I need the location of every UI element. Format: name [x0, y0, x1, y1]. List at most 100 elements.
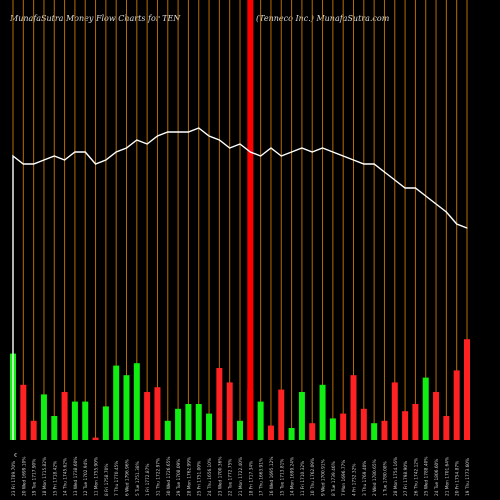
line-point	[208, 135, 210, 137]
line-point	[53, 155, 55, 157]
bar	[206, 413, 213, 440]
bar	[340, 413, 347, 440]
x-tick-label: 2 Wed 1780.65%	[372, 459, 378, 496]
x-tick-label: 21 Mon 1701.64%	[444, 457, 450, 496]
line-point	[84, 151, 86, 153]
line-point	[342, 155, 344, 157]
line-point	[177, 131, 179, 133]
line-point	[239, 143, 241, 145]
bar	[391, 382, 398, 440]
x-tick-label: 23 Fri 1789.70%	[11, 461, 17, 496]
bar	[433, 392, 440, 440]
bar	[278, 389, 285, 440]
x-tick-label: 24 Thu 1656.10%	[207, 458, 213, 496]
bar	[175, 408, 182, 440]
x-tick-label: 17 Thu 1663.91%	[259, 458, 265, 496]
bar	[61, 392, 68, 440]
line-point	[249, 151, 251, 153]
line-point	[435, 203, 437, 205]
bar	[350, 375, 357, 440]
bar	[381, 420, 388, 440]
bar	[443, 416, 450, 440]
bar	[226, 382, 233, 440]
bar	[412, 404, 419, 440]
bar	[154, 387, 161, 440]
line-point	[33, 163, 35, 165]
line-point	[301, 147, 303, 149]
x-tick-label: 1 Tue 1780.08%	[382, 461, 388, 496]
x-tick-label: 31 Thu 1722.97%	[155, 458, 161, 496]
line-point	[136, 139, 138, 141]
line-point	[363, 163, 365, 165]
x-tick-label: 19 Thu 1773.60%	[465, 458, 471, 496]
bar	[267, 425, 274, 440]
x-tick-label: 5 Tue 1751.38%	[135, 461, 141, 496]
bar	[237, 420, 243, 440]
line-point	[321, 147, 324, 149]
x-tick-label: 7 Mon 1696.77%	[341, 460, 347, 496]
line-point	[146, 143, 148, 145]
x-tick-label: 7 Thu 1770.45%	[114, 461, 120, 496]
line-point	[311, 151, 313, 153]
bar	[185, 404, 192, 440]
line-point	[445, 211, 447, 213]
bar	[20, 384, 27, 440]
bar	[309, 423, 316, 440]
line-point	[332, 151, 334, 153]
x-tick-label: 8 Tue 1739.46%	[331, 461, 337, 496]
x-tick-label: 15 Fri 1718.42%	[52, 461, 58, 496]
bar	[402, 411, 409, 440]
x-tick-label: 30 Wed 1726.65%	[166, 457, 172, 496]
money-flow-line	[12, 127, 468, 440]
x-tick-labels: 23 Fri 1789.70% 20 Wed 1699.10% 19 Tue 171…	[11, 453, 471, 496]
line-point	[383, 171, 386, 173]
x-tick-label: 4 Fri 1732.32%	[352, 464, 358, 496]
bar	[133, 363, 140, 440]
x-tick-label: 11 Fri 1710.32%	[300, 461, 306, 496]
line-point	[198, 127, 200, 129]
x-tick-label: 8 Fri 1758.70%	[104, 464, 110, 496]
line-point	[260, 155, 262, 157]
x-tick-label: 29 Tue 1708.09%	[176, 459, 182, 496]
x-tick-label: 3 Thu 1769.40%	[362, 461, 368, 496]
x-tick-label: 18 Mon 1715.82%	[42, 457, 48, 496]
x-tick-label: 23 Wed 1700.36%	[217, 457, 223, 496]
bar	[329, 418, 336, 440]
line-point	[352, 159, 355, 161]
line-point	[105, 159, 107, 161]
line-point	[22, 163, 24, 165]
bar	[164, 420, 171, 440]
bar	[40, 394, 47, 440]
line-point	[404, 187, 406, 189]
x-tick-label: 20 Wed 1699.10%	[21, 457, 27, 496]
line-point	[414, 187, 417, 189]
bar	[92, 437, 99, 440]
x-tick-label: 26 Thu 1742.12%	[413, 458, 419, 496]
bar	[464, 339, 470, 440]
line-point	[74, 151, 76, 153]
bar	[51, 416, 58, 440]
x-tick-label: 19 Tue 1717.90%	[32, 459, 38, 496]
x-tick-label: 14 Thu 1745.62%	[63, 458, 69, 496]
x-tick-label: 13 Wed 1738.60%	[73, 457, 79, 496]
bar	[113, 365, 120, 440]
bar	[144, 392, 151, 440]
bar	[195, 404, 202, 440]
line-point	[43, 159, 45, 161]
bar	[288, 428, 295, 440]
x-tick-label: 27 Fri 1798.90%	[403, 461, 409, 496]
line-point	[290, 151, 293, 153]
line-point	[229, 147, 231, 149]
bar	[216, 368, 223, 440]
x-tick-label: 14 Mon 1699.24%	[290, 457, 296, 496]
x-tick-label: 25 Fri 1751.00%	[197, 461, 203, 496]
bar	[453, 370, 460, 440]
bar	[102, 406, 109, 440]
x-tick-label: 9 Wed 1700.91%	[321, 459, 327, 496]
line-point	[63, 159, 66, 161]
x-tick-label: 10 Thu 1762.09%	[310, 458, 316, 496]
x-tick-label: 28 Mon 1754.16%	[393, 457, 399, 496]
bar	[360, 408, 367, 440]
line-point	[280, 155, 282, 157]
